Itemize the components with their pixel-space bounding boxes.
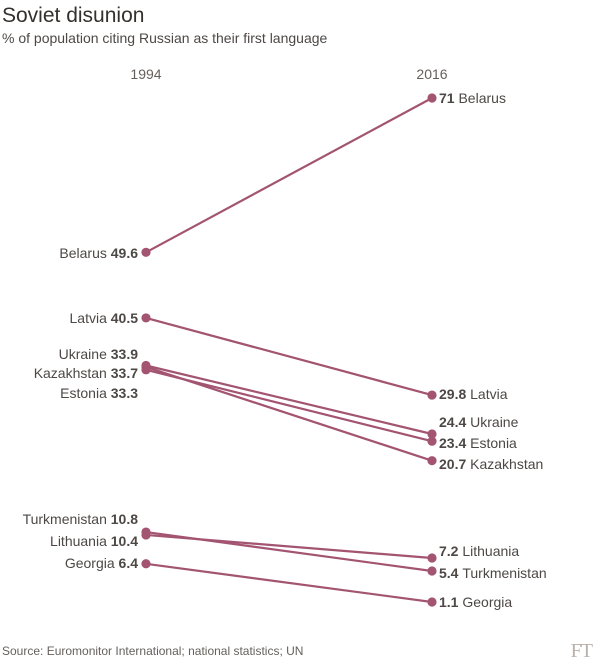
label-right-georgia-name: Georgia [462, 594, 512, 610]
point-turkmenistan-2016 [427, 566, 437, 576]
label-right-estonia-value: 23.4 [439, 435, 470, 451]
point-belarus-1994 [141, 247, 151, 257]
label-left-belarus-value: 49.6 [111, 245, 138, 261]
label-right-turkmenistan: 5.4 Turkmenistan [439, 565, 547, 581]
label-right-ukraine-name: Ukraine [470, 414, 518, 430]
label-right-belarus-value: 71 [439, 90, 458, 106]
label-right-belarus: 71 Belarus [439, 90, 506, 106]
label-right-kazakhstan: 20.7 Kazakhstan [439, 456, 543, 472]
label-right-latvia: 29.8 Latvia [439, 386, 508, 402]
ft-logo: FT [570, 640, 593, 662]
label-left-turkmenistan-name: Turkmenistan [23, 511, 111, 527]
source-note: Source: Euromonitor International; natio… [2, 644, 304, 658]
line-latvia [145, 316, 433, 397]
label-right-lithuania-value: 7.2 [439, 543, 462, 559]
label-left-estonia-value: 33.3 [111, 385, 138, 401]
year-label-2016: 2016 [416, 66, 447, 82]
label-left-kazakhstan: Kazakhstan 33.7 [34, 365, 139, 381]
label-right-estonia: 23.4 Estonia [439, 435, 517, 451]
label-left-lithuania: Lithuania 10.4 [50, 533, 138, 549]
slope-dots [141, 93, 437, 607]
label-right-ukraine-value: 24.4 [439, 414, 470, 430]
label-left-ukraine-name: Ukraine [59, 346, 111, 362]
line-ukraine [145, 364, 433, 436]
line-georgia [145, 562, 433, 604]
label-right-latvia-value: 29.8 [439, 386, 470, 402]
point-lithuania-1994 [141, 530, 151, 540]
point-lithuania-2016 [427, 553, 437, 563]
line-belarus [145, 97, 433, 254]
label-left-ukraine-value: 33.9 [111, 346, 138, 362]
slope-lines [145, 97, 433, 604]
line-lithuania [145, 533, 433, 560]
label-left-lithuania-value: 10.4 [111, 533, 138, 549]
label-left-lithuania-name: Lithuania [50, 533, 111, 549]
label-left-estonia: Estonia 33.3 [60, 385, 138, 401]
chart-subtitle: % of population citing Russian as their … [2, 30, 328, 46]
year-label-1994: 1994 [130, 66, 161, 82]
point-latvia-1994 [141, 313, 151, 323]
label-right-turkmenistan-name: Turkmenistan [462, 565, 546, 581]
point-belarus-2016 [427, 93, 437, 103]
point-georgia-2016 [427, 597, 437, 607]
label-left-latvia-name: Latvia [70, 310, 111, 326]
label-left-belarus: Belarus 49.6 [59, 245, 138, 261]
label-right-latvia-name: Latvia [470, 386, 508, 402]
point-kazakhstan-2016 [427, 456, 437, 466]
label-left-kazakhstan-value: 33.7 [111, 365, 138, 381]
point-latvia-2016 [427, 390, 437, 400]
label-right-georgia-value: 1.1 [439, 594, 462, 610]
point-georgia-1994 [141, 559, 151, 569]
label-right-lithuania: 7.2 Lithuania [439, 543, 519, 559]
point-estonia-2016 [427, 436, 437, 446]
label-right-ukraine: 24.4 Ukraine [439, 414, 519, 430]
label-right-belarus-name: Belarus [458, 90, 505, 106]
label-left-georgia: Georgia 6.4 [65, 555, 138, 571]
label-left-latvia-value: 40.5 [111, 310, 138, 326]
point-ukraine-2016 [427, 429, 437, 439]
label-right-lithuania-name: Lithuania [462, 543, 519, 559]
label-left-turkmenistan: Turkmenistan 10.8 [23, 511, 139, 527]
label-left-belarus-name: Belarus [59, 245, 110, 261]
label-right-georgia: 1.1 Georgia [439, 594, 512, 610]
label-left-estonia-name: Estonia [60, 385, 111, 401]
label-right-turkmenistan-value: 5.4 [439, 565, 462, 581]
label-left-georgia-value: 6.4 [119, 555, 139, 571]
label-right-kazakhstan-value: 20.7 [439, 456, 470, 472]
label-right-estonia-name: Estonia [470, 435, 517, 451]
label-left-turkmenistan-value: 10.8 [111, 511, 138, 527]
label-right-kazakhstan-name: Kazakhstan [470, 456, 543, 472]
label-left-georgia-name: Georgia [65, 555, 119, 571]
label-left-latvia: Latvia 40.5 [70, 310, 139, 326]
label-left-kazakhstan-name: Kazakhstan [34, 365, 111, 381]
line-estonia [145, 368, 433, 443]
chart-title: Soviet disunion [2, 4, 145, 27]
label-left-ukraine: Ukraine 33.9 [59, 346, 139, 362]
point-estonia-1994 [141, 365, 151, 375]
